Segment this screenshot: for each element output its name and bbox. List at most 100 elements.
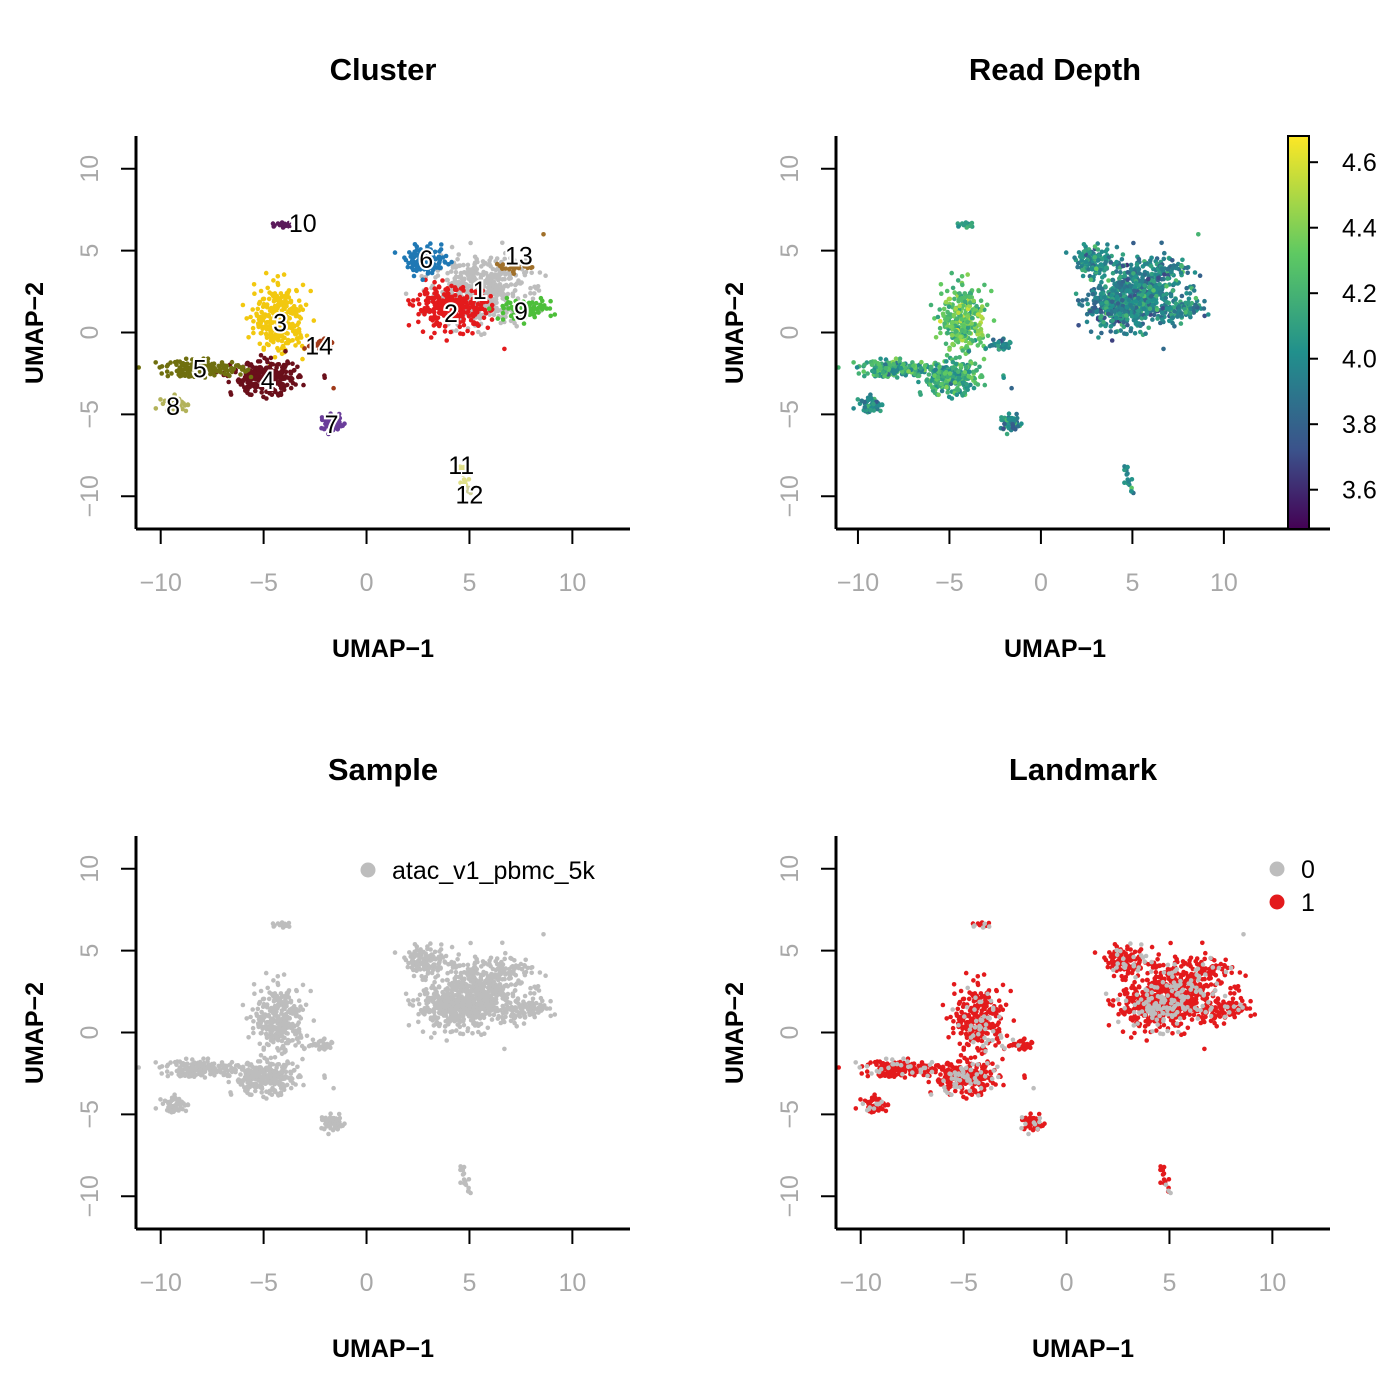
data-point <box>1001 426 1006 431</box>
data-point <box>186 370 192 375</box>
data-point <box>266 312 272 318</box>
data-point <box>548 313 553 319</box>
data-point <box>944 316 950 322</box>
data-point <box>1137 271 1142 276</box>
data-point <box>949 333 955 338</box>
data-point <box>1134 262 1140 267</box>
data-point <box>485 1025 491 1031</box>
data-point <box>461 277 467 283</box>
data-point <box>522 270 527 276</box>
data-point <box>470 293 475 298</box>
data-point <box>238 372 243 377</box>
data-point <box>275 274 281 279</box>
y-tick-label: −5 <box>776 400 804 429</box>
data-point <box>1184 285 1189 291</box>
data-point <box>182 361 187 367</box>
data-point <box>916 379 921 385</box>
data-point <box>471 1021 476 1026</box>
data-point <box>961 323 966 329</box>
data-point <box>432 286 438 291</box>
data-point <box>1094 266 1099 272</box>
data-point <box>300 282 306 288</box>
data-point <box>935 314 941 320</box>
data-point <box>1169 269 1174 275</box>
data-point <box>298 333 303 338</box>
data-point <box>1088 329 1094 335</box>
data-point <box>475 271 480 276</box>
data-point <box>480 1006 485 1012</box>
data-point <box>266 296 272 302</box>
data-point <box>924 378 929 383</box>
data-point <box>1154 307 1160 313</box>
data-point <box>543 973 548 978</box>
data-point <box>159 371 164 376</box>
data-point <box>1159 240 1164 246</box>
data-point <box>298 374 303 380</box>
data-point <box>503 950 508 956</box>
data-point <box>957 303 962 309</box>
data-point <box>169 371 174 376</box>
data-point <box>1117 311 1122 316</box>
data-point <box>300 356 305 362</box>
data-point <box>485 276 490 282</box>
data-point <box>1125 464 1130 470</box>
data-point <box>215 369 220 374</box>
cluster-label: 10 <box>289 210 317 238</box>
data-point <box>1192 270 1198 275</box>
data-point <box>1114 259 1119 265</box>
data-point <box>257 299 263 305</box>
data-point <box>1170 288 1176 293</box>
data-point <box>866 397 872 403</box>
data-point <box>267 290 272 295</box>
data-point <box>410 252 416 257</box>
data-point <box>453 970 459 975</box>
data-point <box>1148 264 1154 269</box>
data-point <box>530 296 536 302</box>
data-point <box>1079 258 1084 263</box>
data-point <box>427 295 432 301</box>
data-point <box>929 378 934 384</box>
data-point <box>292 367 297 373</box>
data-point <box>1185 300 1191 305</box>
data-point <box>522 293 528 299</box>
data-point <box>1178 321 1184 326</box>
data-point <box>474 256 480 262</box>
data-point <box>876 361 882 367</box>
data-point <box>949 270 954 276</box>
cluster-label: 1 <box>473 277 487 305</box>
data-point <box>474 278 480 283</box>
data-point <box>1146 325 1151 331</box>
data-point <box>438 1000 443 1005</box>
data-point <box>981 356 987 362</box>
data-point <box>461 988 466 993</box>
data-point <box>1143 331 1148 337</box>
data-point <box>1160 306 1166 311</box>
data-point <box>1164 300 1170 305</box>
data-point <box>461 322 467 328</box>
data-point <box>947 296 953 302</box>
y-tick-label: 0 <box>76 326 104 340</box>
data-point <box>311 318 317 323</box>
data-point <box>1099 291 1104 296</box>
data-point <box>1073 291 1079 297</box>
data-point <box>1108 329 1113 334</box>
data-point <box>281 272 287 277</box>
data-point <box>952 296 957 302</box>
data-point <box>1096 335 1101 340</box>
data-point <box>293 382 298 387</box>
data-point <box>502 256 508 262</box>
data-point <box>936 392 941 398</box>
data-point <box>944 384 949 390</box>
data-point <box>489 1002 495 1008</box>
data-point <box>1086 292 1091 298</box>
data-point <box>259 330 264 336</box>
data-point <box>1151 288 1156 293</box>
data-point <box>950 359 956 365</box>
data-point <box>488 293 494 299</box>
data-point <box>506 976 512 981</box>
data-point <box>942 371 948 376</box>
data-point <box>862 405 868 410</box>
data-point <box>1196 232 1201 237</box>
colorbar-tick-label: 3.8 <box>1342 411 1377 439</box>
